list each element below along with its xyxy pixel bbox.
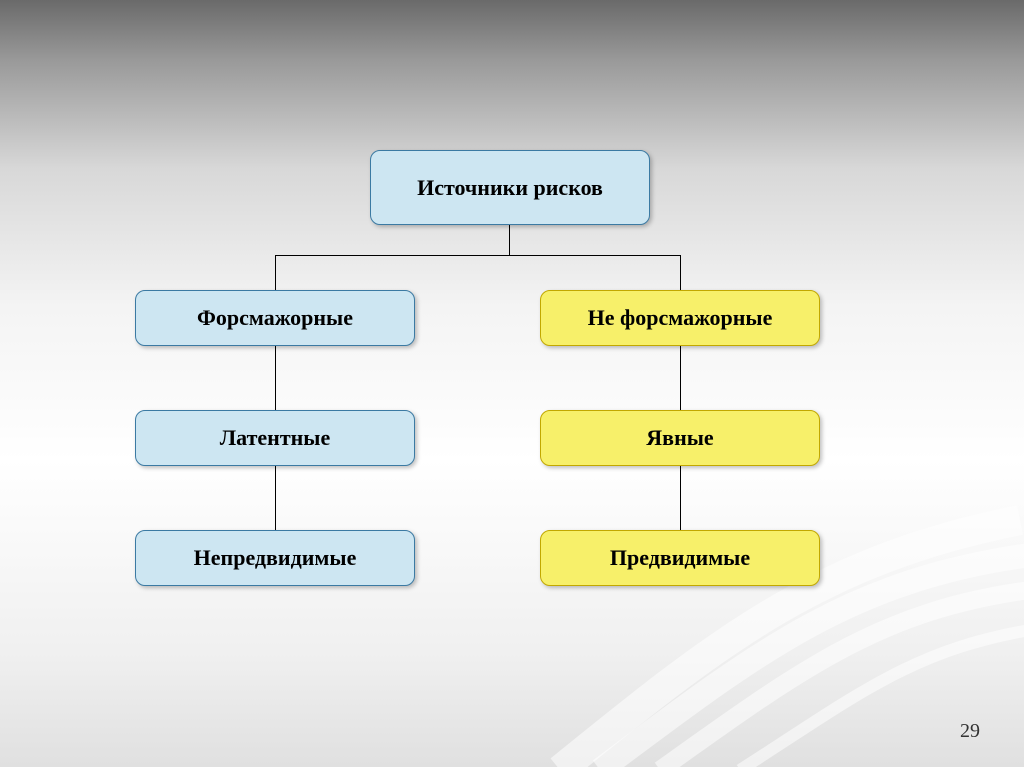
node-right2-label: Явные [646, 425, 713, 451]
connector-left1-left2 [275, 346, 276, 410]
connector-right1-right2 [680, 346, 681, 410]
connector-to-left1 [275, 255, 276, 290]
connector-root-stem [509, 225, 510, 255]
connector-left2-left3 [275, 466, 276, 530]
node-left2-label: Латентные [220, 425, 331, 451]
node-root-label: Источники рисков [417, 175, 603, 201]
background-swoosh [0, 0, 1024, 767]
node-right2: Явные [540, 410, 820, 466]
node-left1-label: Форсмажорные [197, 305, 353, 331]
page-number: 29 [960, 720, 980, 743]
node-left1: Форсмажорные [135, 290, 415, 346]
connector-right2-right3 [680, 466, 681, 530]
connector-horizontal-bar [275, 255, 680, 256]
node-right3: Предвидимые [540, 530, 820, 586]
node-right1-label: Не форсмажорные [588, 305, 773, 331]
node-left3-label: Непредвидимые [194, 545, 357, 571]
connector-to-right1 [680, 255, 681, 290]
node-left3: Непредвидимые [135, 530, 415, 586]
node-right3-label: Предвидимые [610, 545, 750, 571]
node-right1: Не форсмажорные [540, 290, 820, 346]
node-root: Источники рисков [370, 150, 650, 225]
node-left2: Латентные [135, 410, 415, 466]
